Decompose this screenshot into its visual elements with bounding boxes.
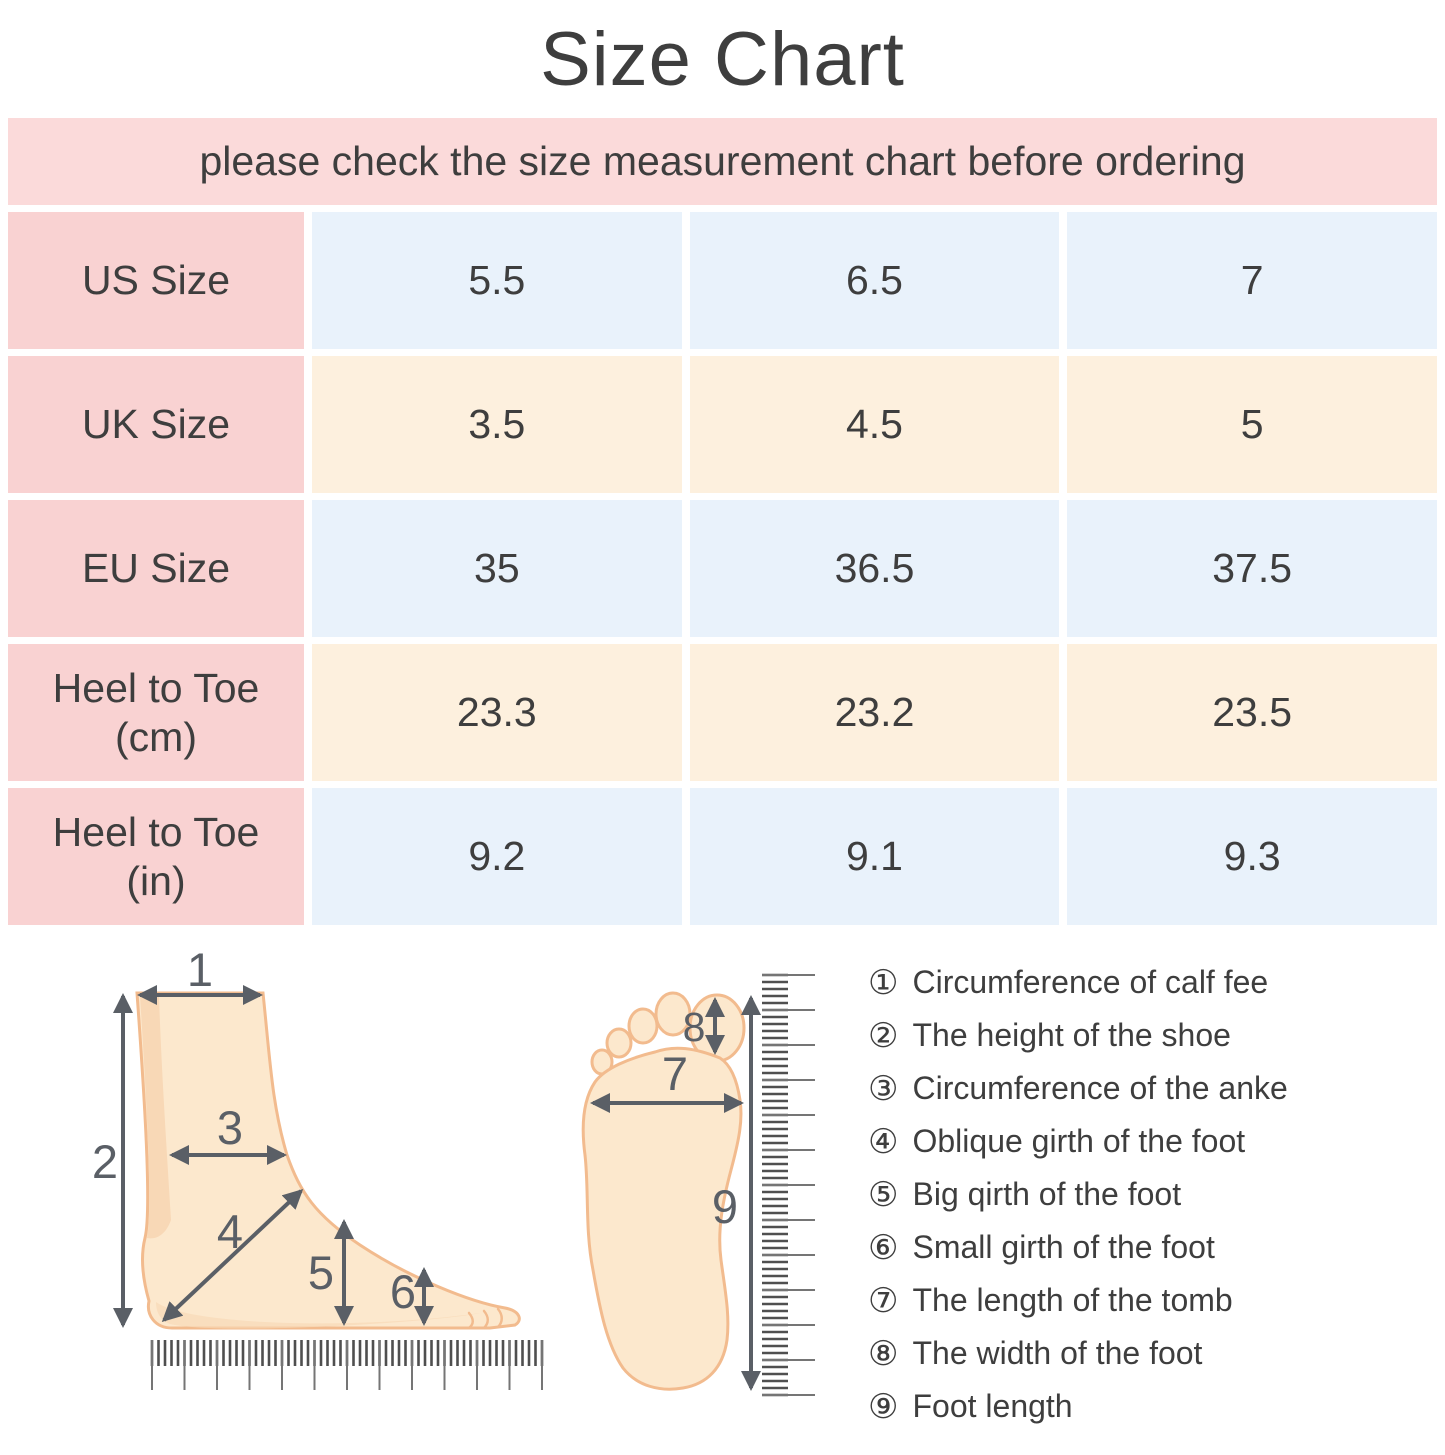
circled-number-icon: ① — [868, 963, 899, 1002]
legend-item: ⑧ The width of the foot — [868, 1327, 1288, 1380]
legend-label: Circumference of calf fee — [912, 964, 1269, 1000]
page-title: Size Chart — [540, 17, 905, 102]
legend-item: ⑨ Foot length — [868, 1380, 1288, 1433]
table-cell: 6.5 — [689, 212, 1060, 349]
table-cell: 4.5 — [689, 356, 1060, 493]
marker-9: 9 — [712, 1180, 738, 1233]
legend-item: ③ Circumference of the anke — [868, 1062, 1288, 1115]
table-cell: 9.1 — [689, 788, 1060, 925]
vertical-ruler — [762, 973, 815, 1397]
circled-number-icon: ⑤ — [868, 1175, 899, 1214]
legend-item: ④ Oblique girth of the foot — [868, 1115, 1288, 1168]
table-cell: 9.3 — [1067, 788, 1437, 925]
legend-label: Circumference of the anke — [912, 1070, 1288, 1106]
circled-number-icon: ③ — [868, 1069, 899, 1108]
legend-item: ① Circumference of calf fee — [868, 956, 1288, 1009]
table-cell: 23.3 — [312, 644, 682, 781]
size-table: US Size 5.5 6.5 7 UK Size 3.5 4.5 5 EU S… — [8, 212, 1437, 925]
legend-label: Small girth of the foot — [912, 1229, 1215, 1265]
marker-5: 5 — [308, 1246, 334, 1299]
marker-4: 4 — [217, 1205, 243, 1258]
table-cell: 5 — [1067, 356, 1437, 493]
legend-item: ② The height of the shoe — [868, 1009, 1288, 1062]
notice-banner-text: please check the size measurement chart … — [199, 138, 1246, 184]
side-foot-diagram: 1 2 3 4 5 6 — [92, 943, 547, 1390]
circled-number-icon: ⑦ — [868, 1281, 899, 1320]
legend-label: Big qirth of the foot — [912, 1176, 1182, 1212]
circled-number-icon: ② — [868, 1016, 899, 1055]
row-header-heel-toe-cm: Heel to Toe (cm) — [8, 644, 304, 781]
table-cell: 36.5 — [689, 500, 1060, 637]
horizontal-ruler — [150, 1340, 547, 1390]
table-cell: 9.2 — [312, 788, 682, 925]
table-cell: 23.5 — [1067, 644, 1437, 781]
circled-number-icon: ⑧ — [868, 1334, 899, 1373]
measurement-legend: ① Circumference of calf fee ② The height… — [868, 956, 1288, 1433]
sole-foot-diagram: 8 7 9 — [581, 973, 815, 1397]
measurement-diagrams-section: 1 2 3 4 5 6 — [0, 940, 1445, 1445]
row-header-uk-size: UK Size — [8, 356, 304, 493]
circled-number-icon: ④ — [868, 1122, 899, 1161]
legend-label: Foot length — [912, 1388, 1073, 1424]
legend-item: ⑥ Small girth of the foot — [868, 1221, 1288, 1274]
legend-label: The width of the foot — [912, 1335, 1203, 1371]
legend-label: The length of the tomb — [912, 1282, 1233, 1318]
legend-item: ⑦ The length of the tomb — [868, 1274, 1288, 1327]
row-header-us-size: US Size — [8, 212, 304, 349]
marker-1: 1 — [187, 943, 213, 996]
legend-label: The height of the shoe — [912, 1017, 1231, 1053]
legend-item: ⑤ Big qirth of the foot — [868, 1168, 1288, 1221]
side-foot-measure-arrows: 1 2 3 4 5 6 — [92, 943, 434, 1328]
row-header-eu-size: EU Size — [8, 500, 304, 637]
table-cell: 3.5 — [312, 356, 682, 493]
notice-banner: please check the size measurement chart … — [8, 118, 1437, 205]
marker-6: 6 — [390, 1265, 416, 1318]
table-cell: 23.2 — [689, 644, 1060, 781]
circled-number-icon: ⑥ — [868, 1228, 899, 1267]
marker-3: 3 — [217, 1101, 243, 1154]
legend-label: Oblique girth of the foot — [912, 1123, 1246, 1159]
row-header-heel-toe-in: Heel to Toe (in) — [8, 788, 304, 925]
table-cell: 37.5 — [1067, 500, 1437, 637]
circled-number-icon: ⑨ — [868, 1387, 899, 1426]
table-cell: 7 — [1067, 212, 1437, 349]
sole-measure-arrows: 8 7 9 — [590, 995, 761, 1391]
table-cell: 5.5 — [312, 212, 682, 349]
table-cell: 35 — [312, 500, 682, 637]
marker-2: 2 — [92, 1135, 118, 1188]
marker-8: 8 — [683, 1004, 706, 1050]
marker-7: 7 — [662, 1047, 688, 1100]
